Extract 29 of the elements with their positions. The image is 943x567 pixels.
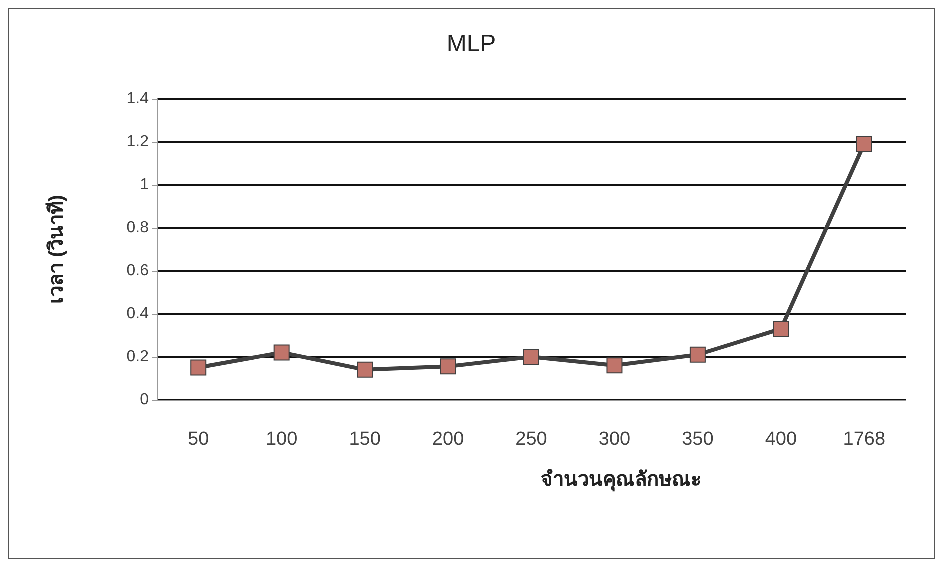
y-tick-label: 0.6 <box>126 262 150 280</box>
point <box>690 346 706 363</box>
point <box>190 360 207 376</box>
x-tick-label: 50 <box>188 429 210 450</box>
point <box>856 136 872 152</box>
y-axis-title: เวลา (วินาที) <box>45 195 68 304</box>
point <box>606 358 623 374</box>
y-tick-label: 0.8 <box>126 220 150 236</box>
y-tick-label: 0.2 <box>126 348 150 366</box>
x-tick-label: 1768 <box>843 429 886 450</box>
y-tick-label: 1.4 <box>126 90 150 108</box>
y-tick-label: 0 <box>140 392 150 408</box>
point <box>524 349 540 365</box>
y-tick-label: 1.2 <box>126 134 150 150</box>
x-tick-label: 300 <box>598 429 631 450</box>
point <box>274 344 290 361</box>
x-tick-label: 100 <box>266 429 298 450</box>
chart-title: MLP <box>446 30 496 58</box>
x-tick-label: 150 <box>349 429 381 450</box>
point <box>357 362 374 378</box>
x-tick-label: 350 <box>682 429 714 450</box>
x-tick-label: 250 <box>516 429 548 450</box>
x-axis-title: จำนวนคุณลักษณะ <box>541 469 702 492</box>
y-tick-label: 0.4 <box>126 306 150 322</box>
x-tick-label: 400 <box>765 429 798 450</box>
y-tick-label: 1 <box>140 176 150 194</box>
x-tick-label: 200 <box>432 429 464 450</box>
point <box>440 358 456 375</box>
point <box>773 321 790 338</box>
